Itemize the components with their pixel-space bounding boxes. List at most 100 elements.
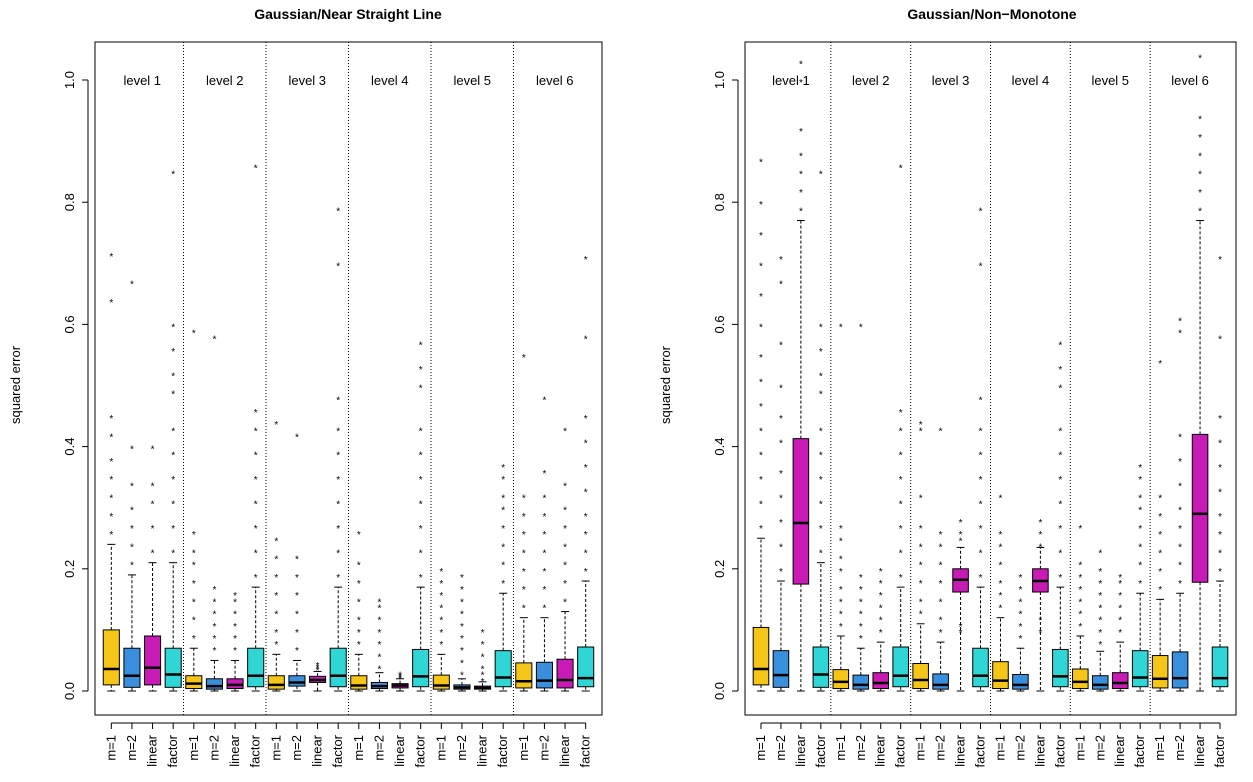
outlier-m-1: *	[109, 457, 113, 468]
outlier-m-1: *	[759, 426, 763, 437]
outlier-factor: *	[501, 463, 505, 474]
outlier-factor: *	[1058, 475, 1062, 486]
outlier-m-1: *	[274, 573, 278, 584]
outlier-m-1: *	[357, 640, 361, 651]
outlier-m-1: *	[1158, 530, 1162, 541]
outlier-m-2: *	[542, 469, 546, 480]
y-tick-label: 0.8	[712, 193, 727, 211]
outlier-m-1: *	[1158, 512, 1162, 523]
outlier-linear: *	[316, 666, 320, 677]
outlier-factor: *	[584, 530, 588, 541]
x-tick-label-m-2: m=2	[454, 735, 469, 761]
outlier-factor: *	[171, 322, 175, 333]
outlier-m-2: *	[377, 652, 381, 663]
outlier-factor: *	[584, 463, 588, 474]
outlier-m-1: *	[919, 493, 923, 504]
outlier-factor: *	[1218, 548, 1222, 559]
x-tick-label-m-2: m=2	[536, 735, 551, 761]
outlier-m-2: *	[542, 530, 546, 541]
outlier-factor: *	[254, 475, 258, 486]
outlier-m-2: *	[460, 610, 464, 621]
outlier-factor: *	[419, 384, 423, 395]
x-tick-label-linear: linear	[310, 734, 325, 766]
outlier-m-2: *	[1178, 506, 1182, 517]
outlier-factor: *	[819, 170, 823, 181]
outlier-linear: *	[959, 530, 963, 541]
outlier-m-1: *	[839, 610, 843, 621]
box-factor	[577, 646, 595, 688]
outlier-m-2: *	[130, 445, 134, 456]
outlier-m-2: *	[295, 555, 299, 566]
outlier-m-2: *	[377, 665, 381, 676]
outlier-m-2: *	[779, 567, 783, 578]
outlier-factor: *	[584, 414, 588, 425]
y-tick-label: 0.2	[712, 560, 727, 578]
outlier-factor: *	[171, 475, 175, 486]
outlier-linear: *	[1198, 133, 1202, 144]
outlier-linear: *	[481, 671, 485, 682]
outlier-m-1: *	[1158, 548, 1162, 559]
box-m-2	[1091, 675, 1109, 690]
outlier-m-2: *	[542, 585, 546, 596]
outlier-m-2: *	[295, 573, 299, 584]
outlier-factor: *	[1138, 524, 1142, 535]
outlier-m-2: *	[1098, 616, 1102, 627]
x-tick-label-linear: linear	[227, 734, 242, 766]
outlier-m-2: *	[1098, 640, 1102, 651]
y-tick-label: 0.2	[62, 560, 77, 578]
x-tick-label-factor: factor	[330, 734, 345, 767]
outlier-m-1: *	[999, 493, 1003, 504]
outlier-m-2: *	[130, 524, 134, 535]
outlier-m-1: *	[192, 561, 196, 572]
outlier-m-2: *	[779, 542, 783, 553]
outlier-factor: *	[419, 451, 423, 462]
box-factor	[1131, 650, 1149, 688]
outlier-m-2: *	[542, 396, 546, 407]
outlier-m-2: *	[859, 597, 863, 608]
outlier-m-1: *	[439, 579, 443, 590]
outlier-m-2: *	[1018, 622, 1022, 633]
outlier-factor: *	[819, 500, 823, 511]
outlier-linear: *	[563, 426, 567, 437]
outlier-linear: *	[233, 597, 237, 608]
outlier-factor: *	[819, 390, 823, 401]
y-tick-label: 1.0	[712, 71, 727, 89]
outlier-factor: *	[1138, 506, 1142, 517]
outlier-m-1: *	[192, 597, 196, 608]
outlier-m-2: *	[130, 542, 134, 553]
outlier-m-2: *	[212, 646, 216, 657]
outlier-factor: *	[419, 500, 423, 511]
outlier-m-2: *	[377, 640, 381, 651]
x-tick-label-m-2: m=2	[773, 735, 788, 761]
outlier-m-1: *	[109, 493, 113, 504]
outlier-m-1: *	[1078, 573, 1082, 584]
outlier-factor: *	[584, 255, 588, 266]
outlier-m-2: *	[939, 561, 943, 572]
outlier-factor: *	[1218, 567, 1222, 578]
box-factor	[494, 650, 512, 688]
outlier-m-1: *	[192, 530, 196, 541]
outlier-factor: *	[819, 451, 823, 462]
outlier-m-2: *	[939, 542, 943, 553]
box-m-1	[102, 629, 120, 686]
outlier-linear: *	[1198, 188, 1202, 199]
outlier-m-2: *	[1178, 329, 1182, 340]
outlier-m-2: *	[859, 573, 863, 584]
outlier-factor: *	[1138, 493, 1142, 504]
outlier-m-1: *	[357, 530, 361, 541]
outlier-linear: *	[398, 671, 402, 682]
x-tick-label-m-2: m=2	[124, 735, 139, 761]
outlier-factor: *	[171, 390, 175, 401]
x-tick-label-factor: factor	[165, 734, 180, 767]
outlier-linear: *	[879, 591, 883, 602]
box-m-1	[912, 663, 929, 690]
outlier-factor: *	[254, 426, 258, 437]
box-m-1	[350, 675, 368, 690]
outlier-factor: *	[819, 322, 823, 333]
outlier-factor: *	[1058, 426, 1062, 437]
outlier-m-2: *	[1018, 573, 1022, 584]
outlier-factor: *	[171, 170, 175, 181]
outlier-m-2: *	[1018, 585, 1022, 596]
outlier-factor: *	[501, 579, 505, 590]
chart-title: Gaussian/Near Straight Line	[254, 6, 442, 22]
